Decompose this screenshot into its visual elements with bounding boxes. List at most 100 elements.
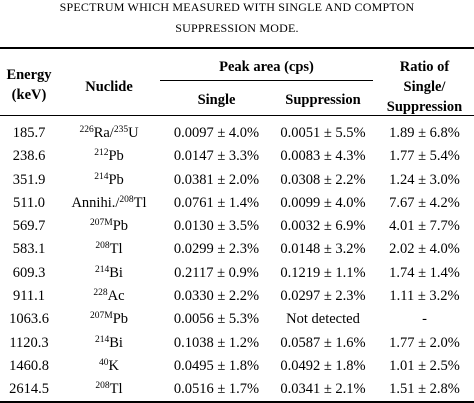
- cell-single: 0.0056 ± 5.3%: [173, 311, 260, 328]
- cell-single: 0.0147 ± 3.3%: [173, 148, 260, 165]
- cell-suppression: 0.0032 ± 6.9%: [280, 218, 366, 235]
- nuclide-mass-number: 40: [99, 357, 109, 368]
- cell-single: 0.0761 ± 1.4%: [173, 194, 260, 211]
- cell-energy: 351.9: [12, 171, 46, 188]
- nuclide-mass-number: 207M: [89, 218, 113, 229]
- cell-ratio: 1.77 ± 5.4%: [389, 148, 460, 165]
- cell-suppression: 0.0297 ± 2.3%: [280, 288, 366, 305]
- cell-ratio: 1.24 ± 3.0%: [389, 171, 460, 188]
- cell-single: 0.2117 ± 0.9%: [174, 264, 259, 281]
- header-energy-line1: Energy: [6, 67, 52, 83]
- table-row: 2614.5 208Tl 0.0516 ± 1.7% 0.0341 ± 2.1% 1.5…: [0, 378, 474, 401]
- nuclide-symbol: Pb: [112, 218, 129, 235]
- cell-ratio: 4.01 ± 7.7%: [389, 218, 460, 235]
- table-row: 1120.3 214Bi 0.1038 ± 1.2% 0.0587 ± 1.6% 1.7…: [0, 332, 474, 355]
- cell-ratio: 7.67 ± 4.2%: [389, 194, 460, 211]
- cell-single: 0.0330 ± 2.2%: [173, 288, 260, 305]
- nuclide-symbol: Pb: [112, 311, 129, 328]
- table-row: 1063.6 207MPb 0.0056 ± 5.3% Not detected -: [0, 308, 474, 331]
- cell-suppression: Not detected: [286, 311, 360, 328]
- nuclide-symbol: Bi: [109, 334, 123, 351]
- cell-single: 0.0495 ± 1.8%: [173, 357, 260, 374]
- header-ratio-line3: Suppression: [386, 99, 463, 115]
- table-row: 583.1 208Tl 0.0299 ± 2.3% 0.0148 ± 3.2% 2.02…: [0, 238, 474, 261]
- header-bottom-rule: [0, 115, 474, 116]
- cell-suppression: 0.0341 ± 2.1%: [280, 381, 366, 398]
- cell-ratio: 1.74 ± 1.4%: [389, 264, 460, 281]
- nuclide-mass-number: 207M: [89, 311, 113, 322]
- caption-line-1: SPECTRUM WHICH MEASURED WITH SINGLE AND …: [59, 0, 415, 14]
- cell-nuclide: 226Ra/235U: [62, 122, 156, 147]
- cell-energy: 2614.5: [9, 381, 49, 398]
- cell-ratio: 1.89 ± 6.8%: [389, 125, 460, 141]
- nuclide-symbol: Bi: [109, 264, 123, 281]
- header-nuclide: Nuclide: [85, 79, 133, 95]
- cell-single: 0.0516 ± 1.7%: [173, 381, 260, 398]
- header-single: Single: [197, 92, 236, 108]
- nuclide-mass-number: 212: [94, 148, 109, 159]
- cell-ratio: 1.11 ± 3.2%: [389, 288, 460, 305]
- nuclide-mass-number: 208: [95, 241, 110, 252]
- cell-nuclide: 208Tl: [62, 378, 156, 403]
- table-bottom-rule: [0, 401, 474, 403]
- nuclide-symbol: Tl: [133, 194, 147, 211]
- cell-energy: 1063.6: [9, 311, 49, 328]
- cell-single: 0.1038 ± 1.2%: [173, 334, 260, 351]
- table-row: 609.3 214Bi 0.2117 ± 0.9% 0.1219 ± 1.1% 1.74…: [0, 262, 474, 285]
- header-energy-line2: (keV): [11, 87, 47, 103]
- header-ratio-line1: Ratio of: [399, 59, 450, 75]
- nuclide-symbol: Tl: [109, 381, 123, 398]
- cell-nuclide: 207MPb: [62, 308, 156, 333]
- cell-nuclide: 214Pb: [62, 169, 156, 194]
- nuclide-mass-number: 214: [95, 334, 110, 345]
- table-top-rule: [0, 47, 474, 49]
- cell-nuclide: 40K: [62, 355, 156, 380]
- cell-suppression: 0.0083 ± 4.3%: [280, 148, 366, 165]
- cell-nuclide: 208Tl: [62, 238, 156, 263]
- cell-nuclide: 214Bi: [62, 262, 156, 287]
- cell-ratio: 1.01 ± 2.5%: [389, 357, 460, 374]
- cell-single: 0.0381 ± 2.0%: [173, 171, 260, 188]
- header-energy: Energy (keV): [0, 65, 58, 105]
- cell-energy: 583.1: [12, 241, 46, 258]
- cell-ratio: -: [422, 311, 427, 328]
- table-row: 1460.8 40K 0.0495 ± 1.8% 0.0492 ± 1.8% 1.01 …: [0, 355, 474, 378]
- cell-suppression: 0.0587 ± 1.6%: [280, 334, 366, 351]
- nuclide-mass-number: 208: [119, 194, 134, 205]
- table-row: 569.7 207MPb 0.0130 ± 3.5% 0.0032 ± 6.9% 4.0…: [0, 215, 474, 238]
- cell-energy: 238.6: [12, 148, 46, 165]
- table-row: 511.0 Annihi./208Tl 0.0761 ± 1.4% 0.0099 ± …: [0, 192, 474, 215]
- table-row: 185.7 226Ra/235U 0.0097 ± 4.0% 0.0051 ± 5.5…: [0, 122, 474, 145]
- table-row: 351.9 214Pb 0.0381 ± 2.0% 0.0308 ± 2.2% 1.24…: [0, 169, 474, 192]
- cell-nuclide: 214Bi: [62, 332, 156, 357]
- cell-suppression: 0.0099 ± 4.0%: [280, 194, 366, 211]
- nuclide-symbol: K: [108, 357, 119, 374]
- cell-suppression: 0.0308 ± 2.2%: [280, 171, 366, 188]
- cell-ratio: 1.51 ± 2.8%: [389, 381, 460, 398]
- header-ratio: Ratio of Single/ Suppression: [375, 57, 474, 117]
- cell-suppression: 0.0051 ± 5.5%: [280, 125, 366, 141]
- nuclide-mass-number: 226: [79, 125, 94, 135]
- cell-ratio: 1.77 ± 2.0%: [389, 334, 460, 351]
- table-row: 238.6 212Pb 0.0147 ± 3.3% 0.0083 ± 4.3% 1.77…: [0, 145, 474, 168]
- header-peak-area: Peak area (cps): [219, 59, 314, 75]
- cell-energy: 609.3: [12, 264, 46, 281]
- header-suppression: Suppression: [285, 92, 361, 108]
- cell-nuclide: Annihi./208Tl: [62, 192, 156, 217]
- nuclide-symbol: Pb: [108, 171, 124, 188]
- cell-energy: 911.1: [12, 288, 46, 305]
- nuclide-symbol: Ac: [107, 288, 125, 305]
- cell-single: 0.0097 ± 4.0%: [173, 125, 260, 141]
- cell-suppression: 0.1219 ± 1.1%: [280, 264, 366, 281]
- cell-nuclide: 212Pb: [62, 145, 156, 170]
- cell-suppression: 0.0148 ± 3.2%: [280, 241, 366, 258]
- cell-energy: 569.7: [12, 218, 46, 235]
- caption-line-2: SUPPRESSION MODE.: [175, 21, 299, 35]
- nuclide-symbol: Annihi./: [71, 194, 120, 211]
- nuclide-mass-number: 214: [94, 171, 109, 182]
- cell-nuclide: 228Ac: [62, 285, 156, 310]
- cell-ratio: 2.02 ± 4.0%: [389, 241, 460, 258]
- nuclide-symbol: Pb: [108, 148, 124, 165]
- table-body: 185.7 226Ra/235U 0.0097 ± 4.0% 0.0051 ± 5.5…: [0, 122, 474, 402]
- cell-energy: 1460.8: [9, 357, 49, 374]
